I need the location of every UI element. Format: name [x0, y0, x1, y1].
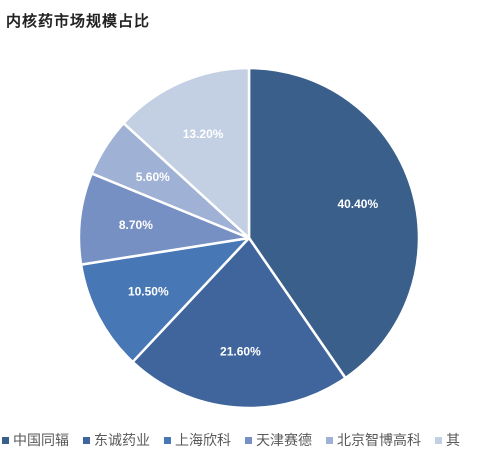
slice-label-6: 13.20%	[183, 127, 224, 141]
chart-title: 内核药市场规模占比	[6, 12, 151, 30]
slice-label-3: 10.50%	[128, 284, 169, 298]
legend-swatch-6	[435, 436, 442, 444]
legend-item-1: 中国同辐	[2, 430, 69, 450]
legend-label-4: 天津赛德	[256, 433, 312, 449]
pie-slice-4	[77, 172, 251, 266]
pie-slice-6	[122, 66, 251, 240]
legend-label-3: 上海欣科	[175, 433, 231, 449]
legend-swatch-5	[326, 436, 333, 444]
pie-chart: 40.40% 21.60% 10.50% 8.70% 5.60% 13.20%	[77, 66, 421, 410]
slice-label-5: 5.60%	[136, 170, 170, 184]
chart-legend: 中国同辐 东诚药业 上海欣科 天津赛德 北京智博高科 其	[2, 430, 487, 452]
slice-label-4: 8.70%	[119, 218, 153, 232]
legend-swatch-2	[83, 436, 90, 444]
legend-item-3: 上海欣科	[164, 430, 231, 450]
legend-item-4: 天津赛德	[245, 430, 312, 450]
legend-item-2: 东诚药业	[83, 430, 150, 450]
legend-label-2: 东诚药业	[94, 433, 150, 449]
legend-label-1: 中国同辐	[13, 433, 69, 449]
legend-swatch-3	[164, 436, 171, 444]
pie-slice-3	[79, 236, 251, 364]
legend-label-6: 其	[446, 433, 460, 449]
pie-slice-2	[131, 236, 347, 410]
slice-label-2: 21.60%	[220, 345, 261, 359]
legend-item-6: 其	[435, 430, 460, 450]
slice-label-1: 40.40%	[337, 197, 378, 211]
legend-swatch-4	[245, 436, 252, 444]
legend-item-5: 北京智博高科	[326, 430, 421, 450]
pie-slice-1	[247, 66, 421, 380]
legend-label-5: 北京智博高科	[337, 433, 421, 449]
legend-swatch-1	[2, 436, 9, 444]
